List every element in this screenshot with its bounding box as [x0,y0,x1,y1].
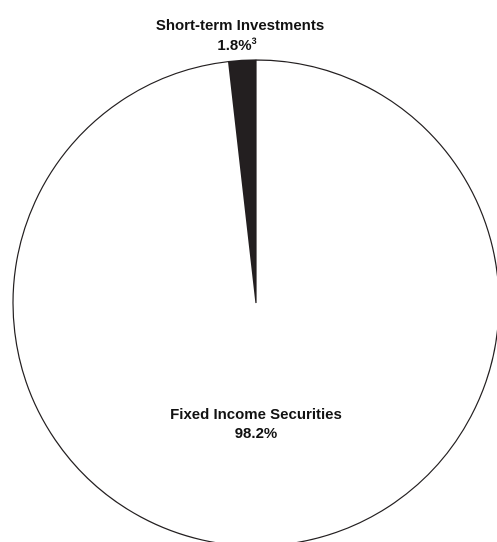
pie-slice-fixed-income-securities [12,59,497,542]
slice-value-short-term-text: 1.8% [217,37,251,54]
slice-label-short-term: Short-term Investments [156,17,324,34]
slice-label-fixed-income: Fixed Income Securities [170,406,342,423]
pie-slices [12,59,497,542]
slice-value-fixed-income: 98.2% [235,425,278,442]
slice-value-short-term: 1.8%3 [217,36,256,54]
slice-footnote-short-term: 3 [252,36,257,46]
